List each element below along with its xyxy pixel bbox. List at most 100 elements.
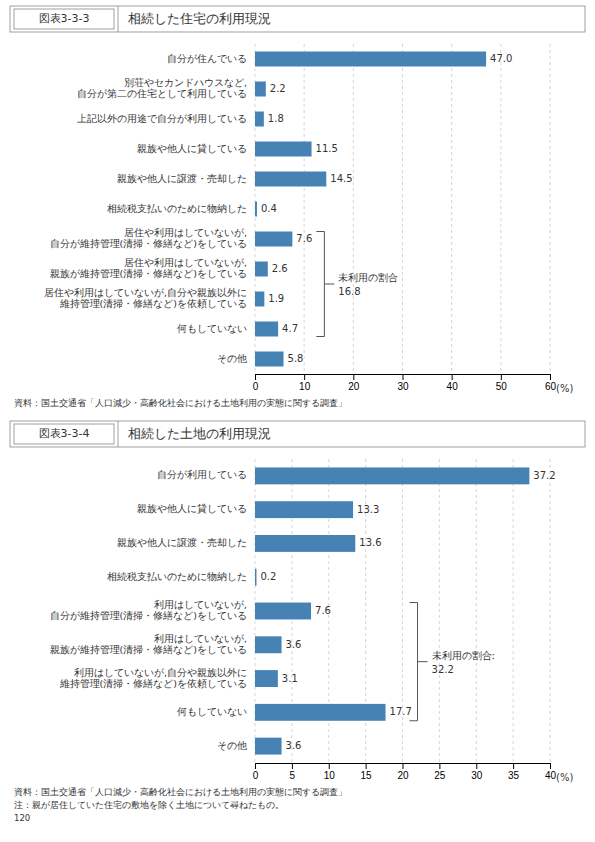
title: 相続した土地の利用現況 [128, 426, 271, 441]
x-tick-label: 60 [545, 381, 557, 392]
bar [255, 670, 278, 687]
category-label-line: 別荘やセカンドハウスなど, [124, 77, 247, 88]
data-label: 13.3 [357, 504, 379, 515]
category-label-line: 親族が維持管理(清掃・修繕など)をしている [50, 644, 247, 655]
bar [255, 738, 282, 755]
x-tick: 15 [361, 763, 373, 781]
data-label: 7.6 [315, 605, 331, 616]
x-tick-label: 10 [299, 381, 311, 392]
grid-line [402, 44, 403, 374]
x-tick: 60 [545, 374, 557, 392]
data-label: 7.6 [296, 233, 312, 244]
title: 相続した住宅の利用現況 [128, 11, 271, 26]
data-label: 14.5 [330, 173, 352, 184]
x-tick-mark [366, 763, 367, 769]
x-axis-label: (%) [556, 772, 573, 783]
x-tick-mark [501, 374, 502, 380]
grid-line [550, 44, 551, 374]
bars [255, 52, 486, 367]
x-axis-line [256, 375, 551, 381]
bar [255, 535, 355, 552]
data-label: 2.2 [270, 83, 286, 94]
data-label: 5.8 [288, 353, 304, 364]
x-tick-label: 40 [447, 381, 459, 392]
data-label: 1.9 [268, 293, 284, 304]
x-tick: 35 [508, 763, 520, 781]
data-label: 2.6 [272, 263, 288, 274]
category-label-line: 親族や他人に貸している [137, 503, 247, 514]
x-tick: 30 [397, 374, 409, 392]
grid-line [550, 459, 551, 763]
category-label: 自分が利用している [157, 469, 247, 480]
x-tick-mark [439, 763, 440, 769]
x-tick: 40 [545, 763, 557, 781]
bars [255, 467, 529, 754]
x-tick: 50 [496, 374, 508, 392]
category-label: 利用はしていないが,親族が維持管理(清掃・修繕など)をしている [50, 633, 247, 655]
category-label: 別荘やセカンドハウスなど,自分が第二の住宅として利用している [77, 77, 247, 99]
x-tick-mark [353, 374, 354, 380]
category-label: 自分が住んでいる [167, 53, 247, 64]
x-axis: 0 10 20 30 40 50 60 [253, 374, 557, 392]
x-tick: 25 [434, 763, 446, 781]
x-tick-label: 10 [324, 770, 336, 781]
x-tick-mark [329, 763, 330, 769]
x-axis: 0510152025303540 [253, 763, 557, 781]
x-tick: 20 [348, 374, 360, 392]
data-label: 47.0 [490, 53, 512, 64]
x-tick: 0 [253, 374, 259, 392]
category-label: 相続税支払いのために物納した [107, 571, 247, 582]
footnote: 注：親が居住していた住宅の敷地を除く土地について尋ねたもの。 [14, 800, 284, 810]
category-label: 居住や利用はしていないが,親族が維持管理(清掃・修繕など)をしている [50, 257, 247, 279]
category-label-line: 何もしていない [177, 706, 247, 717]
bar [255, 142, 312, 157]
x-tick-label: 50 [496, 381, 508, 392]
annotation: 未利用の割合: [432, 650, 495, 661]
x-tick: 30 [471, 763, 483, 781]
category-label: 相続税支払いのために物納した [107, 203, 247, 214]
annotation-value: 32.2 [432, 664, 454, 675]
category-label-line: その他 [217, 353, 247, 364]
data-labels: 47.02.21.811.514.50.47.62.61.94.75.8 [261, 53, 512, 364]
bar [255, 262, 268, 277]
data-label: 37.2 [533, 470, 555, 481]
category-label-line: 自分が住んでいる [167, 53, 247, 64]
x-tick: 10 [299, 374, 311, 392]
category-labels: 自分が利用している親族や他人に貸している親族や他人に譲渡・売却した相続税支払いの… [50, 469, 247, 750]
bar [255, 467, 529, 484]
category-label: 親族や他人に譲渡・売却した [117, 173, 247, 184]
category-label: 居住や利用はしていないが,自分や親族以外に維持管理(清掃・修繕など)を依頼してい… [44, 287, 247, 309]
x-tick-mark [513, 763, 514, 769]
x-tick-mark [550, 763, 551, 769]
x-tick-mark [304, 374, 305, 380]
x-tick: 0 [253, 763, 259, 781]
x-tick: 20 [397, 763, 409, 781]
category-label-line: 維持管理(清掃・修繕など)を依頼している [59, 678, 247, 689]
x-tick-label: 30 [471, 770, 483, 781]
title-frame [10, 6, 585, 32]
x-tick-label: 0 [253, 770, 259, 781]
title-box [14, 424, 114, 444]
x-tick-mark [255, 763, 256, 769]
x-axis-label: (%) [556, 383, 573, 394]
x-tick-mark [550, 374, 551, 380]
grid [255, 459, 550, 763]
bar [255, 292, 264, 307]
bar [255, 352, 284, 367]
bar [255, 52, 486, 67]
category-label: 居住や利用はしていないが,自分が維持管理(清掃・修繕など)をしている [50, 227, 247, 249]
category-label: 何もしていない [177, 706, 247, 717]
bar [255, 636, 282, 653]
bar [255, 569, 256, 586]
x-tick-mark [403, 374, 404, 380]
category-label: 上記以外の用途で自分が利用している [77, 113, 247, 124]
category-label-line: 居住や利用はしていないが, [124, 257, 247, 268]
grid-line [476, 459, 477, 763]
data-label: 3.6 [286, 740, 302, 751]
category-label: 親族や他人に貸している [137, 503, 247, 514]
bar [255, 112, 264, 127]
x-axis-line [256, 764, 551, 770]
grid-line [500, 44, 501, 374]
x-tick-label: 30 [397, 381, 409, 392]
category-label-line: その他 [217, 740, 247, 751]
